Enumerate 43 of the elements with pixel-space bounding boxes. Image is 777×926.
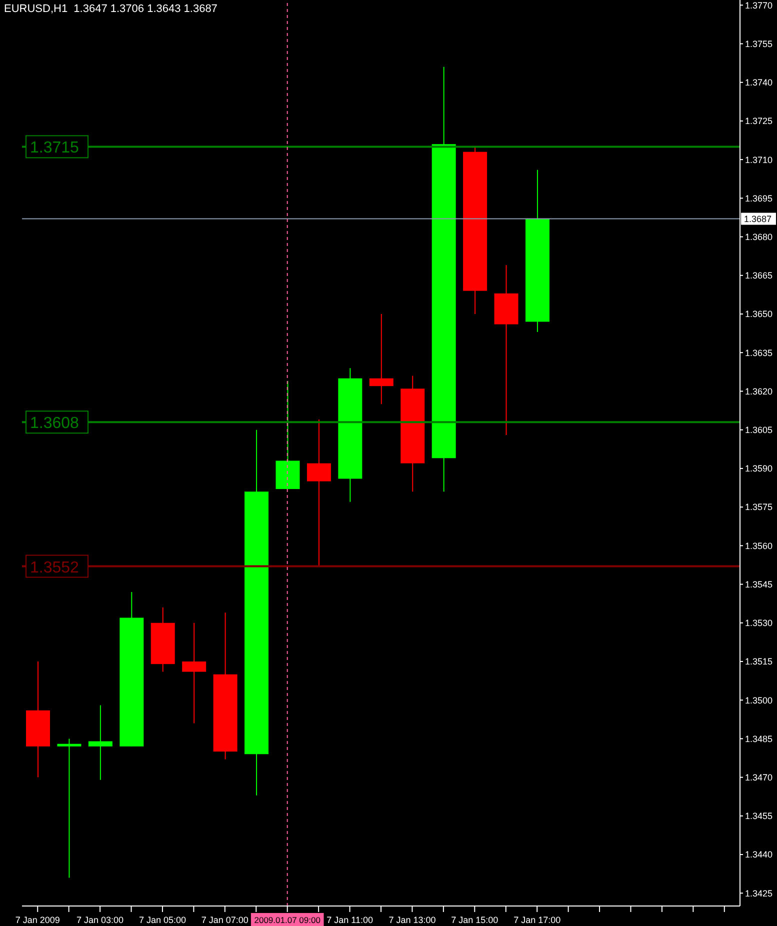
y-tick-label: 1.3725	[745, 116, 773, 126]
x-tick-label: 7 Jan 03:00	[76, 915, 124, 925]
x-tick-label: 7 Jan 15:00	[451, 915, 498, 925]
y-tick-label: 1.3575	[745, 502, 773, 512]
y-tick-label: 1.3590	[745, 464, 773, 474]
ref-line-label: 1.3715	[30, 140, 80, 157]
y-tick-label: 1.3665	[745, 270, 773, 281]
x-tick-label: 7 Jan 05:00	[138, 915, 186, 925]
y-tick-label: 1.3710	[745, 154, 773, 165]
ref-line-label: 1.3552	[30, 559, 80, 576]
chart-title: EURUSD,H1 1.3647 1.3706 1.3643 1.3687	[4, 3, 218, 15]
y-tick-label: 1.3485	[745, 734, 773, 744]
x-tick-label: 7 Jan 17:00	[514, 915, 561, 925]
x-tick-label: 7 Jan 2009	[15, 915, 60, 925]
y-tick-label: 1.3470	[745, 772, 773, 782]
x-tick-label: 2009.01.07 09:00	[254, 915, 321, 925]
ref-line-label: 1.3687	[744, 214, 772, 224]
y-tick-label: 1.3620	[745, 386, 773, 396]
ref-line-label: 1.3608	[30, 415, 80, 432]
y-tick-label: 1.3695	[745, 193, 773, 204]
y-tick-label: 1.3755	[745, 38, 773, 49]
y-tick-label: 1.3500	[745, 695, 773, 706]
y-tick-label: 1.3770	[745, 0, 773, 10]
y-tick-label: 1.3440	[745, 850, 773, 860]
y-tick-label: 1.3635	[745, 348, 773, 358]
candlestick	[182, 622, 206, 724]
candlestick	[369, 314, 394, 405]
y-tick-label: 1.3515	[745, 656, 773, 667]
y-tick-label: 1.3650	[745, 309, 773, 320]
y-tick-label: 1.3560	[745, 540, 773, 551]
x-tick-label: 7 Jan 13:00	[388, 915, 436, 925]
y-tick-label: 1.3545	[745, 579, 773, 590]
x-tick-label: 7 Jan 07:00	[201, 915, 248, 925]
y-tick-label: 1.3680	[745, 232, 773, 242]
y-tick-label: 1.3425	[745, 888, 773, 898]
y-tick-label: 1.3740	[745, 78, 773, 88]
y-tick-label: 1.3605	[745, 425, 773, 436]
candlestick	[88, 704, 112, 780]
candlestick	[57, 738, 82, 878]
x-tick-label: 7 Jan 11:00	[326, 915, 373, 925]
candlestick	[306, 419, 331, 567]
y-tick-label: 1.3530	[745, 618, 773, 628]
y-tick-label: 1.3455	[745, 811, 773, 822]
